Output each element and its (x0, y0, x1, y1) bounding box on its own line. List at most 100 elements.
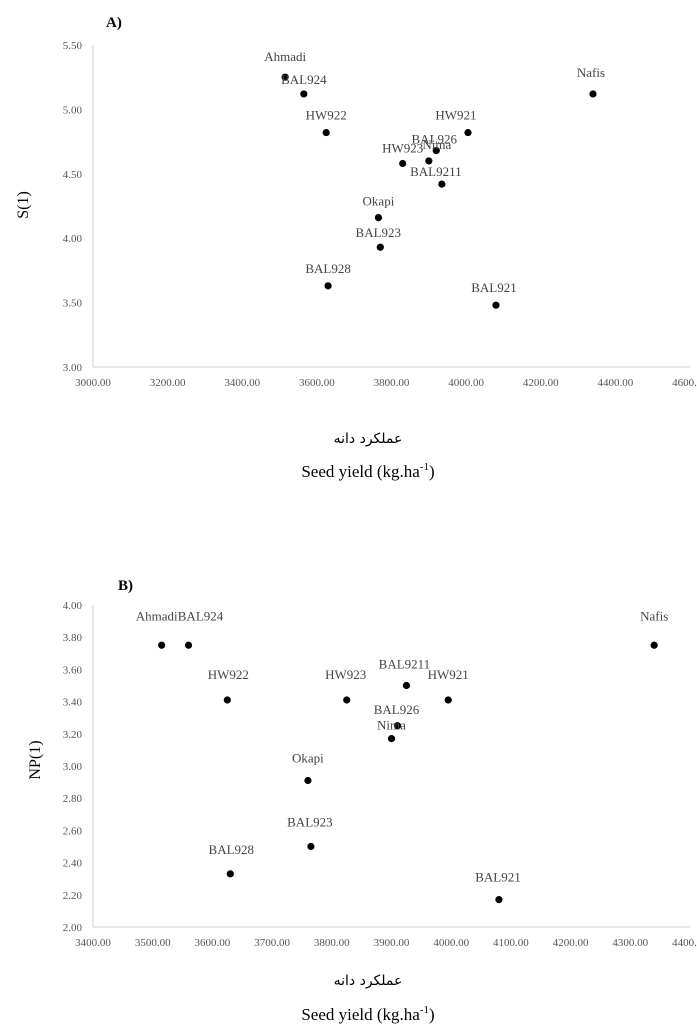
x-tick-label: 3600.00 (195, 937, 231, 949)
data-point (322, 128, 330, 137)
chart-panel-b: 2.00 2.20 2.40 2.60 2.80 3.00 3.20 3.40 3.60 3.80… (27, 578, 697, 1024)
y-tick-label: 3.80 (63, 632, 83, 644)
data-label: BAL923 (287, 815, 333, 830)
data-label: BAL9211 (379, 657, 431, 672)
y-tick-label: 4.00 (63, 233, 83, 245)
y-tick-label: 4.00 (63, 600, 83, 612)
data-label: Nafis (577, 65, 605, 80)
x-tick-label: 3900.00 (374, 937, 410, 949)
data-label: Ahmadi (136, 608, 178, 623)
data-label: BAL924 (281, 72, 327, 87)
data-label: HW923 (382, 140, 423, 155)
x-axis-title-close: ) (429, 462, 435, 481)
data-point (438, 180, 446, 188)
data-label: Nafis (640, 608, 668, 623)
data-label: BAL924 (178, 608, 224, 623)
data-point (444, 696, 452, 704)
y-tick-label: 2.00 (63, 922, 83, 934)
data-label: BAL928 (305, 261, 351, 276)
y-axis-title: NP(1) (27, 740, 44, 779)
y-tick-label: 3.20 (63, 729, 83, 741)
x-axis-title-persian: عملکرد دانه (334, 973, 403, 989)
data-label: Nima (422, 137, 451, 152)
x-tick-label: 4600.00 (672, 377, 697, 389)
y-tick-label: 3.00 (63, 761, 83, 773)
panel-letter: B) (118, 578, 133, 594)
data-label: HW922 (208, 667, 249, 682)
x-tick-label: 3200.00 (150, 377, 186, 389)
y-tick-label: 5.50 (63, 40, 83, 52)
data-label: HW921 (435, 108, 476, 123)
data-point (425, 157, 433, 165)
data-label: Ahmadi (264, 49, 306, 64)
x-axis-title: Seed yield (kg.ha-1) (301, 1004, 434, 1024)
x-axis-title-superscript: -1 (420, 461, 429, 473)
data-point (374, 213, 383, 222)
y-tick-label: 5.00 (63, 104, 83, 116)
data-point (307, 842, 315, 851)
data-label: Okapi (363, 194, 395, 209)
data-point (393, 722, 402, 730)
x-tick-label: 4100.00 (493, 937, 529, 949)
data-point (158, 641, 166, 649)
chart-panel-a: 3.00 3.50 4.00 4.50 5.00 5.50 3000.00 3200.00 34… (15, 15, 697, 481)
x-tick-label: 4400.00 (672, 937, 697, 949)
data-label: HW923 (325, 667, 366, 682)
data-point (304, 776, 312, 785)
data-point (495, 896, 503, 904)
x-axis-title-superscript: -1 (420, 1004, 429, 1016)
x-tick-label: 4200.00 (553, 937, 589, 949)
y-axis-title: S(1) (15, 191, 32, 219)
y-tick-label: 2.40 (63, 858, 83, 870)
data-label: HW922 (306, 108, 347, 123)
data-point (281, 73, 289, 81)
data-point (376, 243, 384, 251)
data-point (343, 696, 351, 704)
data-point (464, 128, 472, 137)
y-tick-label: 2.20 (63, 890, 83, 902)
data-label: BAL923 (356, 225, 402, 240)
data-label: BAL926 (374, 702, 420, 717)
y-tick-label: 2.60 (63, 825, 83, 837)
x-tick-label: 4400.00 (598, 377, 634, 389)
y-tick-label: 4.50 (63, 169, 83, 181)
data-label: BAL921 (471, 280, 517, 295)
x-tick-label: 4200.00 (523, 377, 559, 389)
x-axis-title-close: ) (429, 1005, 435, 1024)
data-label: Nima (377, 718, 406, 733)
data-point (184, 641, 193, 649)
data-point (402, 681, 411, 690)
x-tick-label: 4000.00 (448, 377, 484, 389)
data-point (324, 282, 332, 290)
x-tick-label: 3400.00 (75, 937, 111, 949)
data-label: BAL921 (475, 870, 521, 885)
data-point (492, 301, 500, 309)
y-tick-label: 3.40 (63, 697, 83, 709)
data-point (589, 90, 597, 98)
data-label: BAL928 (209, 842, 255, 857)
x-tick-label: 3600.00 (299, 377, 335, 389)
data-point (226, 870, 234, 878)
x-axis-title-persian: عملکرد دانه (334, 431, 403, 447)
x-tick-label: 3700.00 (254, 937, 290, 949)
y-tick-label: 3.50 (63, 298, 83, 310)
panel-letter: A) (106, 15, 122, 31)
x-tick-label: 3800.00 (314, 937, 350, 949)
x-axis-title: Seed yield (kg.ha-1) (301, 461, 434, 481)
x-axis-title-text: Seed yield (kg.ha (301, 1005, 420, 1024)
x-axis-title-text: Seed yield (kg.ha (301, 462, 420, 481)
y-tick-label: 2.80 (63, 793, 83, 805)
x-tick-label: 3800.00 (374, 377, 410, 389)
data-point (432, 147, 440, 155)
y-tick-label: 3.60 (63, 664, 83, 676)
x-tick-label: 4000.00 (433, 937, 469, 949)
x-tick-label: 3500.00 (135, 937, 171, 949)
x-tick-label: 4300.00 (612, 937, 648, 949)
data-point (387, 735, 396, 743)
data-point (399, 159, 407, 168)
data-label: BAL9211 (410, 164, 462, 179)
data-label: HW921 (428, 667, 469, 682)
y-tick-label: 3.00 (63, 362, 83, 374)
data-point (650, 641, 658, 649)
